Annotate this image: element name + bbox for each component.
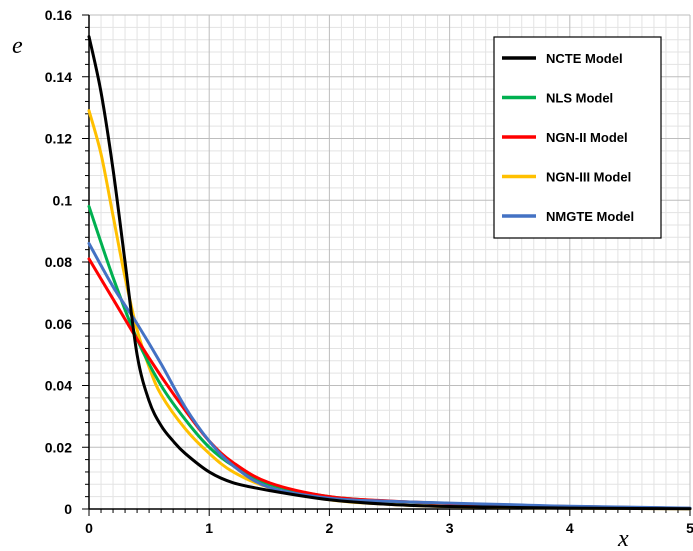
- y-tick-label: 0.04: [45, 378, 72, 394]
- y-tick-label: 0.14: [45, 69, 72, 85]
- x-tick-label: 4: [566, 520, 574, 536]
- legend-label-ngn-ii-model: NGN-II Model: [546, 130, 628, 145]
- tick-labels: 0 0.02 0.04 0.06 0.08 0.1 0.12 0.14 0.16 0 1 2 3 4 5: [45, 7, 693, 536]
- series-layer: [87, 35, 692, 511]
- x-tick-label: 5: [686, 520, 693, 536]
- y-tick-label: 0: [64, 501, 72, 517]
- x-tick-label: 3: [446, 520, 454, 536]
- series-line-ncte-model: [87, 35, 692, 511]
- legend-label-nmgte-model: NMGTE Model: [546, 209, 634, 224]
- x-axis-label: x: [617, 526, 629, 551]
- y-tick-label: 0.06: [45, 316, 72, 332]
- y-axis-label: e: [12, 33, 23, 59]
- series-line-nmgte-model: [87, 241, 692, 510]
- legend-label-ncte-model: NCTE Model: [546, 51, 623, 66]
- y-tick-label: 0.08: [45, 254, 72, 270]
- y-tick-label: 0.1: [53, 192, 73, 208]
- y-tick-label: 0.16: [45, 7, 72, 23]
- x-tick-label: 1: [205, 520, 213, 536]
- legend-label-nls-model: NLS Model: [546, 91, 613, 106]
- y-tick-label: 0.02: [45, 439, 72, 455]
- x-tick-label: 0: [85, 520, 93, 536]
- y-tick-label: 0.12: [45, 131, 72, 147]
- legend-label-ngn-iii-model: NGN-III Model: [546, 170, 631, 185]
- x-tick-label: 2: [326, 520, 334, 536]
- legend: NCTE Model NLS Model NGN-II Model NGN-III M…: [493, 36, 662, 239]
